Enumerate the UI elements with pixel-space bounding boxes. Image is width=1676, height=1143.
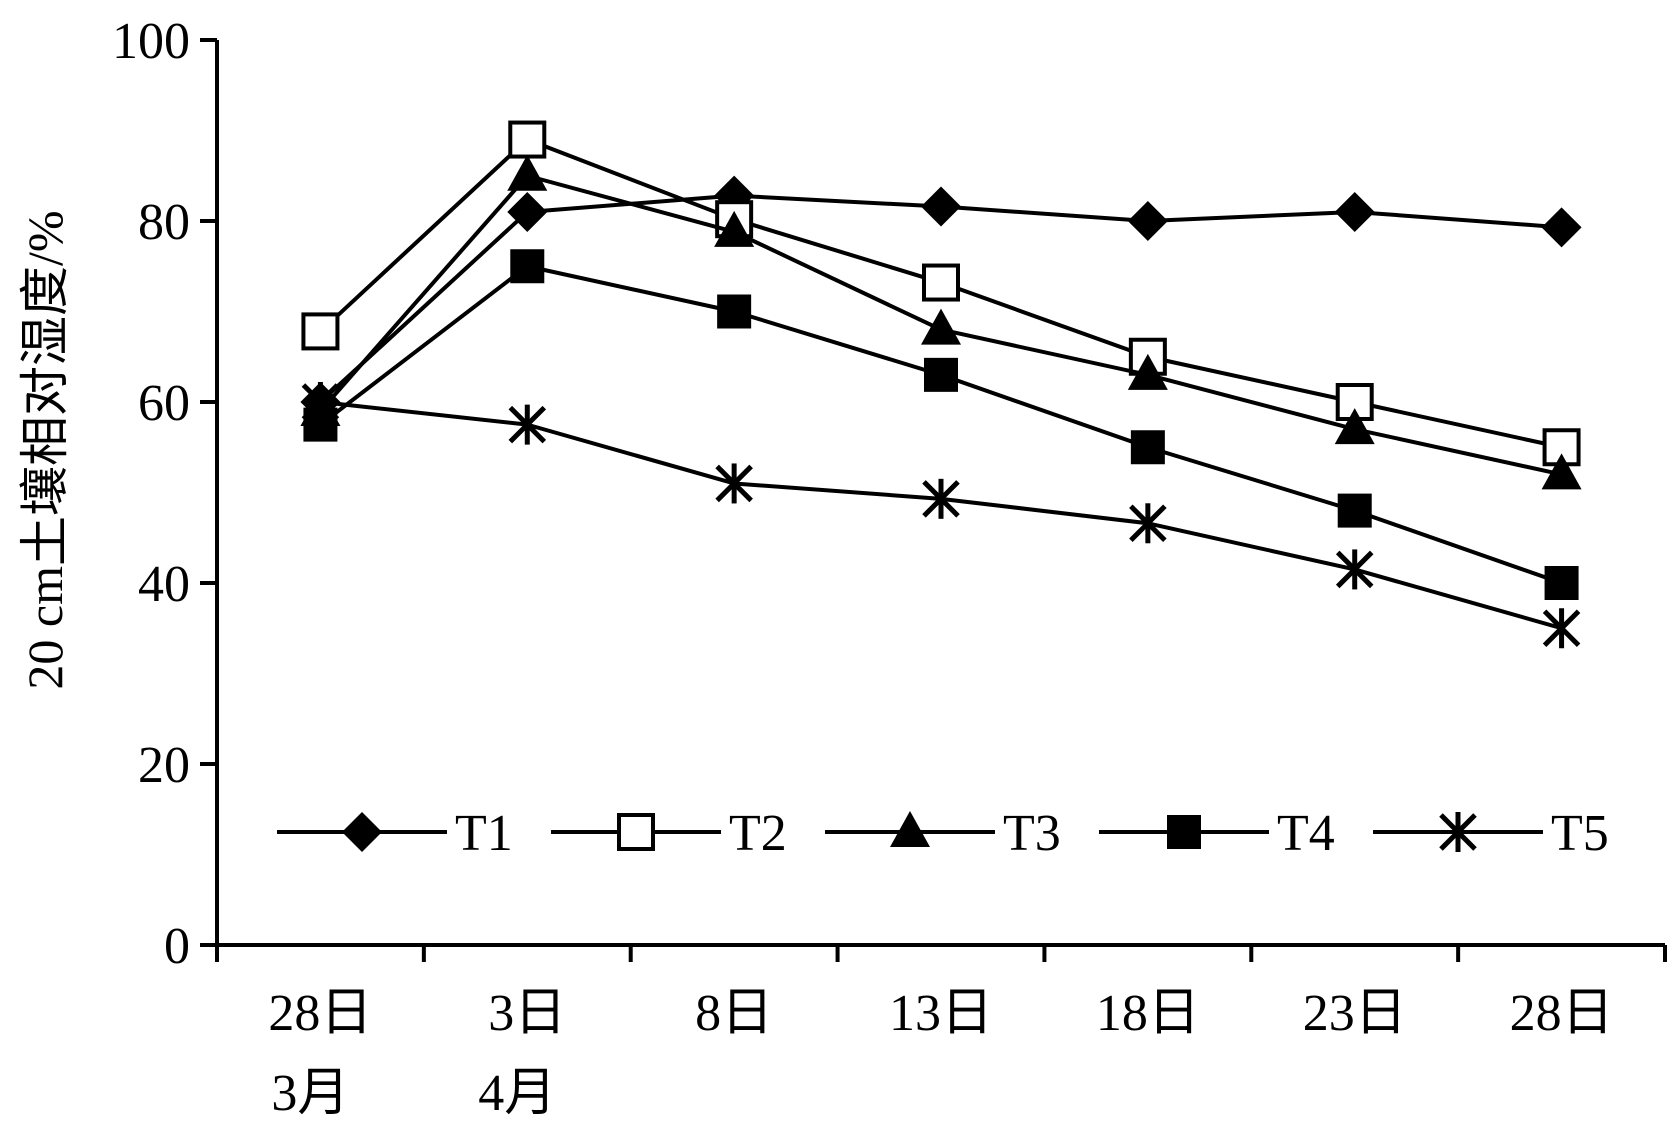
data-point-t2 <box>508 120 547 159</box>
legend-item-t1: T1 <box>277 805 513 862</box>
data-point-t1 <box>921 186 961 227</box>
legend-marker-t1 <box>342 812 382 852</box>
y-axis-label: 20 cm土壤相对湿度/% <box>17 210 73 689</box>
data-point-t3 <box>1334 408 1375 445</box>
legend-label-t5: T5 <box>1551 805 1609 862</box>
legend-item-t4: T4 <box>1099 805 1335 862</box>
series-t2 <box>301 120 1581 467</box>
series-t5 <box>301 382 1581 649</box>
x-tick-label: 23日 <box>1303 985 1407 1042</box>
y-tick-label: 40 <box>138 556 190 613</box>
axes: 0 20 40 60 80 100 28日 3日 8日 13日 18日 23日 28日 3月 4月 <box>112 13 1667 1122</box>
x-month-label: 3月 <box>271 1065 349 1122</box>
x-tick-label: 18日 <box>1096 985 1200 1042</box>
data-point-t4 <box>1130 430 1165 465</box>
legend-item-t5: T5 <box>1373 805 1609 862</box>
data-point-t3 <box>1541 453 1582 490</box>
data-point-t5 <box>1542 608 1581 649</box>
data-point-t2 <box>301 312 340 351</box>
y-tick-label: 20 <box>138 737 190 794</box>
data-point-t1 <box>1334 191 1375 232</box>
data-point-t4 <box>1544 566 1579 600</box>
legend-marker-t3 <box>890 811 930 847</box>
legend: T1 T2 T3 T4 T5 <box>277 805 1609 862</box>
data-point-t4 <box>1337 493 1372 528</box>
data-point-t5 <box>508 404 547 445</box>
data-point-t3 <box>1127 353 1168 390</box>
data-point-t5 <box>1335 549 1374 590</box>
x-tick-label: 8日 <box>695 985 773 1042</box>
data-point-t3 <box>507 154 548 191</box>
x-tick-label: 28日 <box>268 985 372 1042</box>
y-tick-label: 80 <box>138 194 190 251</box>
data-point-t3 <box>714 210 755 247</box>
x-tick-label: 28日 <box>1510 985 1614 1042</box>
legend-label-t1: T1 <box>455 805 513 862</box>
data-point-t4 <box>924 357 958 392</box>
legend-item-t2: T2 <box>551 805 787 862</box>
y-tick-label: 60 <box>138 375 190 432</box>
data-point-t4 <box>510 249 545 284</box>
x-tick-label: 3日 <box>488 985 566 1042</box>
series-group <box>300 120 1582 649</box>
data-point-t3 <box>921 308 961 345</box>
legend-label-t4: T4 <box>1277 805 1335 862</box>
series-t4 <box>303 249 1579 600</box>
data-point-t5 <box>1129 503 1167 544</box>
data-point-t1 <box>507 191 548 232</box>
data-point-t1 <box>1541 207 1582 248</box>
legend-item-t3: T3 <box>825 805 1061 862</box>
legend-marker-t4 <box>1167 815 1201 849</box>
data-point-t2 <box>922 263 960 302</box>
legend-marker-t5 <box>1439 812 1477 852</box>
legend-marker-t2 <box>617 813 655 851</box>
data-point-t1 <box>1127 201 1168 241</box>
y-tick-label: 100 <box>112 13 190 70</box>
data-point-t4 <box>717 294 752 329</box>
data-point-t5 <box>301 382 340 422</box>
y-tick-label: 0 <box>164 918 190 975</box>
x-tick-label: 13日 <box>889 985 993 1042</box>
data-point-t5 <box>922 478 960 519</box>
legend-label-t3: T3 <box>1003 805 1061 862</box>
data-point-t5 <box>715 463 753 504</box>
legend-label-t2: T2 <box>729 805 787 862</box>
x-month-label: 4月 <box>478 1065 556 1122</box>
